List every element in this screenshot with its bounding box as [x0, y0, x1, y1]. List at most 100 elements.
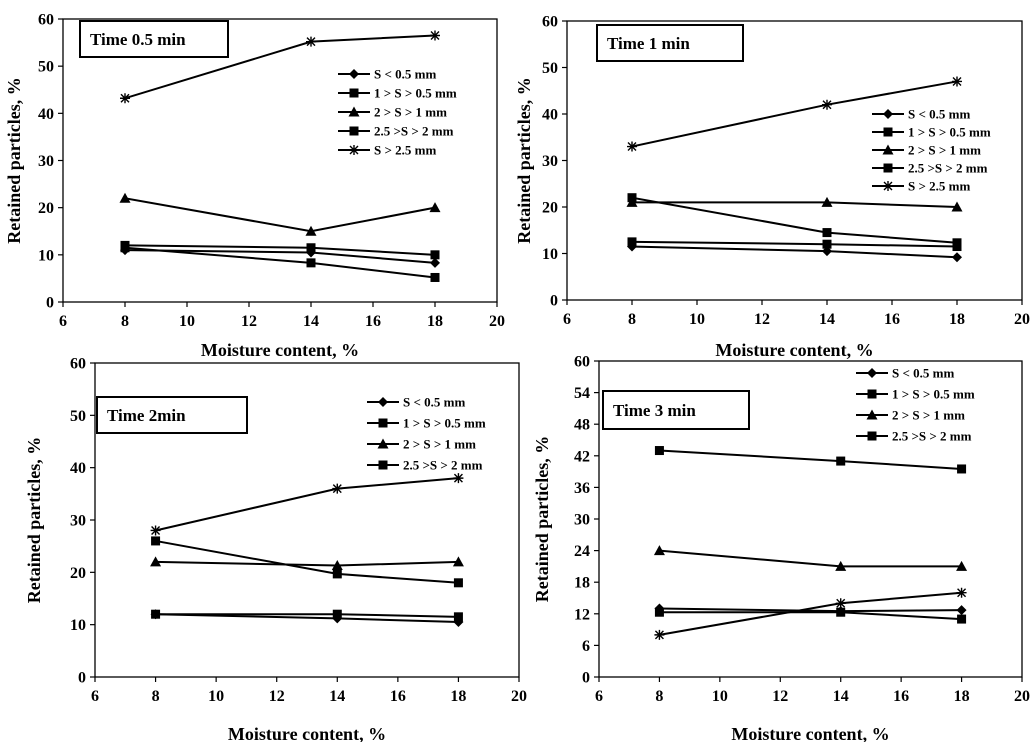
x-tick-label: 20 — [511, 688, 527, 705]
x-tick-label: 18 — [427, 313, 443, 330]
series-3 — [653, 545, 968, 571]
series-1 — [150, 609, 464, 628]
data-point — [952, 238, 962, 248]
y-tick-label: 0 — [550, 293, 558, 310]
legend-label: 1 > S > 0.5 mm — [892, 387, 975, 402]
data-point — [957, 614, 967, 624]
data-point — [306, 243, 316, 253]
x-tick-label: 12 — [754, 311, 770, 328]
x-tick-label: 12 — [269, 688, 285, 705]
y-tick-label: 40 — [38, 106, 54, 123]
data-point — [150, 525, 161, 536]
legend-label: S < 0.5 mm — [908, 107, 970, 122]
y-tick-label: 30 — [542, 153, 558, 170]
series-2 — [151, 609, 463, 622]
legend-label: 1 > S > 0.5 mm — [403, 416, 486, 431]
legend-label: 2 > S > 1 mm — [403, 437, 476, 452]
x-tick-label: 20 — [1014, 311, 1030, 328]
series-line — [124, 197, 436, 233]
legend-label: 2.5 >S > 2 mm — [374, 124, 454, 139]
y-tick-label: 54 — [574, 385, 590, 402]
legend-marker — [882, 144, 894, 155]
x-tick-label: 10 — [179, 313, 195, 330]
legend-marker — [348, 106, 360, 117]
y-tick-label: 30 — [38, 153, 54, 170]
data-point — [430, 257, 440, 268]
data-point — [430, 250, 440, 260]
series-5 — [627, 76, 962, 152]
series-line — [631, 240, 958, 248]
legend-label: S < 0.5 mm — [892, 366, 954, 381]
data-point — [653, 545, 665, 556]
y-tick-label: 20 — [38, 200, 54, 217]
series-2 — [654, 607, 967, 624]
y-tick-label: 6 — [582, 638, 590, 655]
chart-panel-2: 0 10 20 30 40 50 60 6 8 10 12 14 16 18 20 Moisture cont… — [514, 14, 1030, 361]
panel-title: Time 1 min — [607, 34, 690, 53]
series-line — [659, 611, 962, 621]
data-point — [120, 243, 130, 253]
data-point — [836, 456, 846, 466]
data-point — [306, 258, 316, 268]
legend-label: 1 > S > 0.5 mm — [374, 86, 457, 101]
data-point — [822, 99, 832, 110]
data-point — [821, 196, 833, 207]
x-tick-label: 8 — [152, 688, 160, 705]
y-tick-label: 50 — [542, 60, 558, 77]
data-point — [956, 605, 967, 616]
legend-label: 2 > S > 1 mm — [908, 143, 981, 158]
data-point — [952, 76, 962, 87]
panel-title: Time 3 min — [613, 401, 696, 420]
data-point — [956, 560, 968, 571]
series-4 — [654, 446, 967, 474]
data-point — [305, 225, 317, 236]
data-point — [654, 607, 664, 617]
y-axis-title: Retained particles, % — [24, 437, 44, 603]
y-tick-label: 60 — [574, 354, 590, 371]
data-point — [306, 36, 316, 47]
legend-label: 2 > S > 1 mm — [374, 105, 447, 120]
data-point — [627, 193, 637, 203]
series-line — [659, 591, 962, 636]
x-axis-title: Moisture content, % — [715, 340, 873, 360]
y-tick-label: 50 — [38, 59, 54, 76]
series-5 — [654, 587, 967, 640]
data-point — [453, 612, 463, 622]
series-3 — [626, 196, 963, 212]
legend-marker — [378, 418, 388, 428]
y-tick-label: 20 — [70, 565, 86, 582]
x-tick-label: 10 — [689, 311, 705, 328]
legend-marker — [349, 88, 359, 98]
x-tick-label: 16 — [390, 688, 406, 705]
data-point — [151, 536, 161, 546]
data-point — [951, 201, 963, 212]
data-point — [627, 141, 637, 152]
legend-marker — [377, 438, 389, 449]
panel-title: Time 0.5 min — [90, 30, 186, 49]
y-tick-label: 0 — [46, 295, 54, 312]
x-tick-label: 16 — [365, 313, 381, 330]
y-tick-label: 60 — [542, 14, 558, 31]
y-tick-label: 10 — [542, 246, 558, 263]
series-1 — [654, 603, 967, 617]
series-5 — [120, 30, 440, 104]
data-point — [822, 228, 832, 238]
panel-title-box — [79, 20, 229, 58]
data-point — [836, 607, 846, 617]
series-3 — [150, 556, 464, 571]
series-1 — [120, 245, 440, 268]
data-point — [453, 578, 463, 588]
chart-panel-3: 0 10 20 30 40 50 60 6 8 10 12 14 16 18 20 Moisture cont… — [24, 356, 527, 745]
x-tick-label: 16 — [893, 688, 909, 705]
data-point — [151, 609, 161, 619]
x-tick-label: 18 — [450, 688, 466, 705]
data-point — [331, 560, 343, 571]
data-point — [119, 192, 131, 203]
series-4 — [151, 536, 463, 588]
y-tick-label: 12 — [574, 606, 590, 623]
x-tick-label: 16 — [884, 311, 900, 328]
y-tick-label: 0 — [582, 670, 590, 687]
y-axis-title: Retained particles, % — [4, 77, 24, 243]
